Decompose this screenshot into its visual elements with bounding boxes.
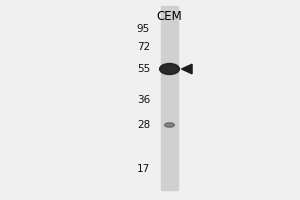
Ellipse shape [160,64,179,74]
Text: CEM: CEM [157,10,182,23]
Text: 36: 36 [137,95,150,105]
Text: 55: 55 [137,64,150,74]
Bar [160,6,178,190]
Text: 72: 72 [137,42,150,52]
Text: 28: 28 [137,120,150,130]
Ellipse shape [164,123,174,127]
Text: 95: 95 [137,24,150,34]
Polygon shape [182,64,192,74]
Text: 17: 17 [137,164,150,174]
